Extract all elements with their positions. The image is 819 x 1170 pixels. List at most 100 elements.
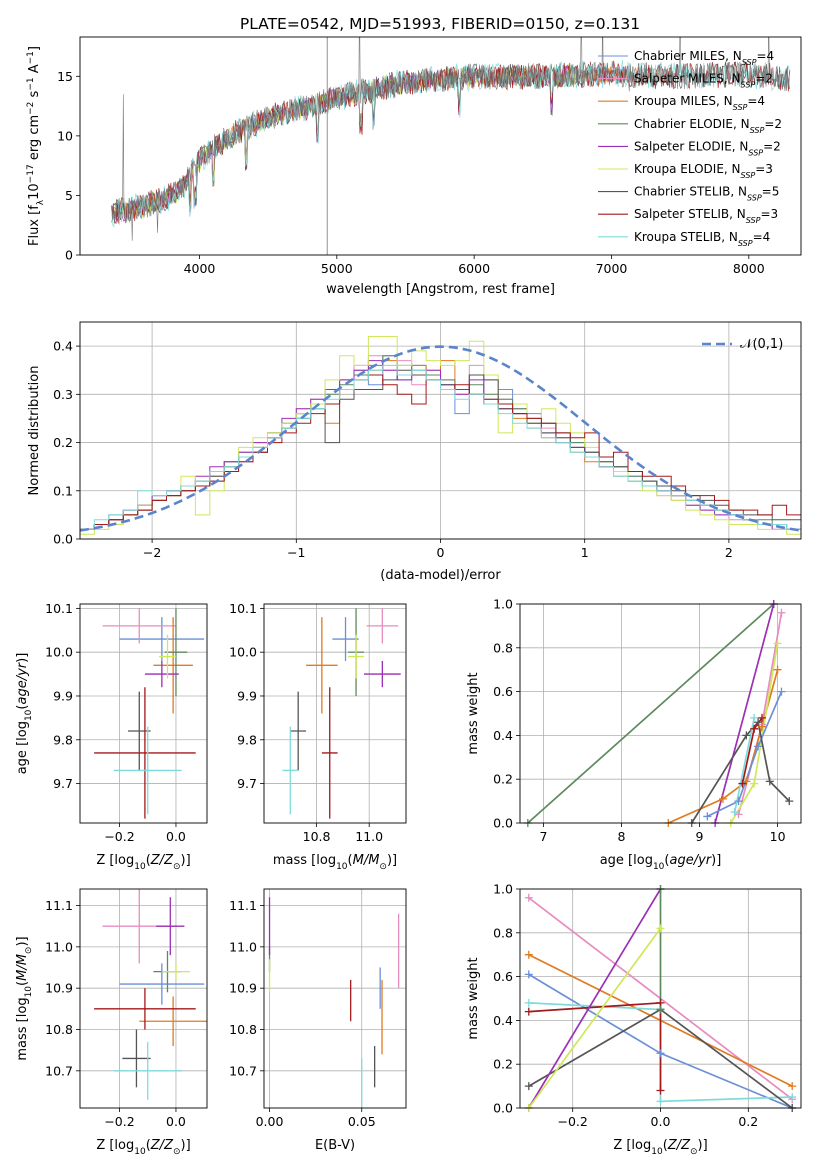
weight-line bbox=[714, 604, 775, 823]
y-tick-label: 9.8 bbox=[237, 732, 257, 747]
x-tick-label: 0.2 bbox=[738, 1114, 758, 1129]
x-tick-label: −0.2 bbox=[104, 829, 134, 844]
legend-entry: Kroupa MILES, NSSP=4 bbox=[634, 94, 765, 112]
spectrum-x-axis-label: wavelength [Angstrom, rest frame] bbox=[326, 282, 555, 297]
axes-frame bbox=[79, 603, 208, 824]
axes-frame bbox=[263, 888, 407, 1109]
weight_vs_Z-x-axis-label-part: ( bbox=[663, 1138, 668, 1153]
x-tick-label: −0.2 bbox=[104, 1114, 134, 1129]
legend-series-name: Kroupa ELODIE, N bbox=[634, 162, 741, 176]
y-tick-label: 0.2 bbox=[493, 772, 513, 787]
x-tick-label: 9 bbox=[696, 829, 704, 844]
legend-nssp: =2 bbox=[755, 72, 773, 86]
legend-subscript: SSP bbox=[742, 58, 757, 67]
mass_vs_Z-y-axis-label-part: ⊙ bbox=[24, 947, 34, 955]
y-tick-label: 0.8 bbox=[493, 925, 513, 940]
x-tick-label: −1 bbox=[287, 545, 305, 560]
legend-series-name: Kroupa MILES, N bbox=[634, 94, 733, 108]
age_vs_Z-y-axis-label-part: ( bbox=[15, 705, 30, 710]
legend-normal-label: 𝒩(0,1) bbox=[740, 337, 783, 352]
legend-entry: Chabrier STELIB, NSSP=5 bbox=[634, 185, 779, 203]
weight_vs_Z-x-axis-label-part: )] bbox=[698, 1138, 708, 1153]
age_vs_mass-x-axis-label-part: M/M bbox=[353, 853, 380, 868]
y-tick-label: 0.6 bbox=[493, 969, 513, 984]
residual-y-axis-label-part: Normed distribution bbox=[27, 366, 42, 496]
weight-marker bbox=[757, 713, 766, 722]
y-tick-label: 15 bbox=[57, 69, 73, 84]
weight-marker bbox=[750, 779, 759, 788]
weight-marker bbox=[750, 724, 759, 733]
y-tick-label: 0.4 bbox=[53, 339, 73, 354]
spectrum-panel: 4000 5000 6000 7000 8000 0 5 10 15 wavelength [An… bbox=[26, 36, 802, 297]
weight_vs_Z-x-axis-label-part: 10 bbox=[651, 1147, 663, 1157]
y-tick-label: 11.1 bbox=[229, 898, 257, 913]
legend-nssp: =4 bbox=[753, 230, 771, 244]
legend-series-name: Salpeter MILES, N bbox=[634, 72, 741, 86]
plot-area bbox=[111, 37, 791, 255]
spectrum-y-axis-label-part: s bbox=[27, 90, 42, 101]
legend-subscript: SSP bbox=[748, 148, 763, 157]
y-tick-label: 0.2 bbox=[493, 1057, 513, 1072]
spectrum-data-line bbox=[111, 37, 791, 241]
axes-frame bbox=[79, 888, 208, 1109]
age_vs_mass-x-axis-label: mass [log10(M/M⊙)] bbox=[273, 853, 397, 872]
weight-line bbox=[528, 927, 662, 1108]
legend-nssp: =5 bbox=[762, 185, 780, 199]
weight-marker bbox=[754, 742, 763, 751]
age_vs_Z-x-axis-label-part: Z [log bbox=[96, 853, 134, 868]
weight-marker bbox=[757, 722, 766, 731]
weight-marker bbox=[773, 639, 782, 648]
y-tick-label: 10.9 bbox=[45, 981, 73, 996]
legend-subscript: SSP bbox=[738, 238, 753, 247]
legend-entry: Chabrier ELODIE, NSSP=2 bbox=[634, 117, 782, 135]
y-tick-label: 0.6 bbox=[493, 684, 513, 699]
spectrum-y-axis-label-part: 10 bbox=[27, 183, 42, 200]
weight_vs_age-x-axis-label-part: ( bbox=[664, 853, 669, 868]
plot-area bbox=[94, 889, 207, 1100]
weight_vs_Z-y-axis-label: mass weight bbox=[466, 957, 481, 1039]
y-tick-label: 1.0 bbox=[493, 882, 513, 897]
age_vs_mass-x-axis-label-part: )] bbox=[387, 853, 397, 868]
weight-marker bbox=[703, 812, 712, 821]
legend-subscript: SSP bbox=[741, 171, 756, 180]
x-tick-label: 4000 bbox=[184, 261, 216, 276]
x-tick-label: 6000 bbox=[458, 261, 490, 276]
weight-marker bbox=[524, 893, 533, 902]
spectrum-y-axis-label-part: −1 bbox=[26, 51, 36, 64]
weight_vs_Z-x-axis-label-part: ⊙ bbox=[690, 1147, 698, 1157]
weight-marker bbox=[765, 777, 774, 786]
legend-subscript: SSP bbox=[741, 80, 756, 89]
spectrum-y-axis-label-part: λ bbox=[36, 199, 46, 205]
y-tick-label: 10.9 bbox=[229, 981, 257, 996]
legend-entry: Kroupa STELIB, NSSP=4 bbox=[634, 230, 770, 248]
weight_vs_age-y-axis-label: mass weight bbox=[466, 672, 481, 754]
age_vs_Z-x-axis-label: Z [log10(Z/Z⊙)] bbox=[96, 853, 190, 872]
mass_vs_Z-y-axis-label-part: ( bbox=[15, 981, 30, 986]
y-tick-label: 0.0 bbox=[493, 816, 513, 831]
x-tick-label: 7 bbox=[539, 829, 547, 844]
axes-frame bbox=[79, 36, 802, 256]
histogram-step bbox=[80, 374, 801, 539]
mass_vs_Z-y-axis-label-part: 10 bbox=[24, 986, 34, 998]
legend-series-name: Chabrier STELIB, N bbox=[634, 185, 747, 199]
spectrum-y-axis-label: Flux [fλ10−17 erg cm−2 s−1 A−1] bbox=[26, 46, 46, 246]
legend-nssp: =4 bbox=[747, 94, 765, 108]
x-tick-label: 11.0 bbox=[355, 829, 383, 844]
legend-entry: Salpeter STELIB, NSSP=3 bbox=[634, 207, 778, 225]
age_vs_mass-x-axis-label-part: 10 bbox=[336, 862, 348, 872]
y-tick-label: 0.2 bbox=[53, 435, 73, 450]
x-tick-label: 0.00 bbox=[256, 1114, 284, 1129]
y-tick-label: 0.0 bbox=[493, 1101, 513, 1116]
plot-area bbox=[94, 608, 205, 819]
weight-line bbox=[528, 1001, 662, 1091]
y-tick-label: 10.7 bbox=[229, 1063, 257, 1078]
spectrum-y-axis-label-part: erg cm bbox=[27, 115, 42, 164]
mass-weight-vs-metallicity-panel: −0.2 0.0 0.2 0.0 0.2 0.4 0.6 0.8 1.0 Z [log10(Z/Z… bbox=[466, 882, 802, 1157]
y-tick-label: 11.0 bbox=[45, 939, 73, 954]
y-tick-label: 10 bbox=[57, 128, 73, 143]
legend-nssp: =2 bbox=[763, 139, 781, 153]
normal-curve bbox=[80, 345, 801, 532]
weight-marker bbox=[777, 687, 786, 696]
y-tick-label: 0.4 bbox=[493, 728, 513, 743]
